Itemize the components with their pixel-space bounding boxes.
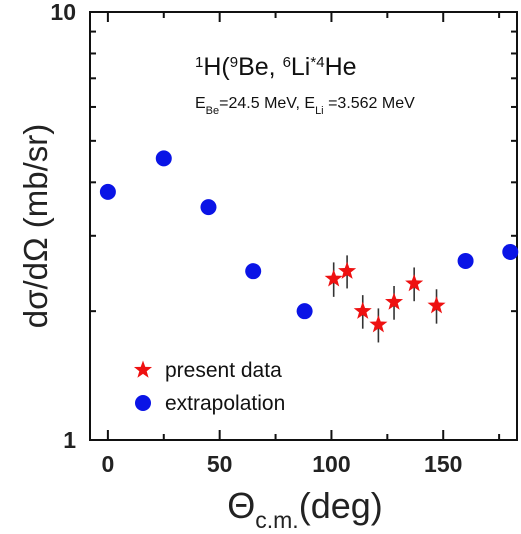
x-tick-label: 150 (424, 451, 462, 477)
energy-text: =3.562 MeV (324, 95, 416, 112)
x-axis-unit: (deg) (299, 485, 383, 526)
y-axis-title: dσ/dΩ (mb/sr) (17, 124, 54, 329)
data-point-circle (457, 252, 474, 269)
data-point-star (353, 301, 372, 319)
energy-label: EBe=24.5 MeV, ELi =3.562 MeV (195, 95, 415, 117)
reaction-label: 1H(9Be, 6Li*4He (195, 53, 357, 81)
data-point-circle (245, 263, 262, 280)
legend-label: extrapolation (165, 392, 285, 415)
x-axis-title: Θc.m.(deg) (227, 485, 383, 533)
data-point-circle (200, 199, 217, 216)
data-point-star (385, 292, 404, 310)
plot-frame (89, 11, 518, 441)
data-point-star (427, 296, 446, 314)
data-point-circle (99, 183, 116, 200)
reaction-text: He (325, 53, 357, 81)
data-point-circle (155, 150, 172, 167)
x-tick-label: 100 (312, 451, 350, 477)
reaction-superscript: * (310, 54, 316, 71)
data-point-circle (296, 303, 313, 320)
data-point-star (369, 315, 388, 333)
reaction-superscript: 4 (316, 54, 324, 71)
legend-circle-icon (135, 395, 151, 411)
data-point-circle (502, 243, 519, 260)
energy-text: E (304, 95, 315, 112)
reaction-superscript: 6 (283, 54, 291, 71)
y-tick-label: 1 (63, 427, 76, 453)
y-tick-label: 10 (50, 0, 76, 25)
data-point-star (338, 261, 357, 279)
energy-subscript: Be (206, 105, 219, 117)
x-tick-label: 50 (207, 451, 233, 477)
data-point-star (324, 269, 343, 287)
reaction-superscript: 9 (230, 54, 238, 71)
energy-text: =24.5 MeV, (219, 95, 304, 112)
reaction-text: Be, (238, 53, 282, 81)
reaction-superscript: 1 (195, 54, 203, 71)
energy-text: E (195, 95, 206, 112)
x-axis-subscript: c.m. (255, 507, 298, 533)
energy-subscript: Li (315, 105, 324, 117)
reaction-text: H( (203, 53, 230, 81)
x-axis-symbol: Θ (227, 485, 255, 526)
x-tick-label: 0 (101, 451, 114, 477)
legend-label: present data (165, 359, 282, 382)
legend-star-icon (133, 360, 153, 378)
data-point-star (405, 274, 424, 292)
reaction-text: Li (291, 53, 310, 81)
